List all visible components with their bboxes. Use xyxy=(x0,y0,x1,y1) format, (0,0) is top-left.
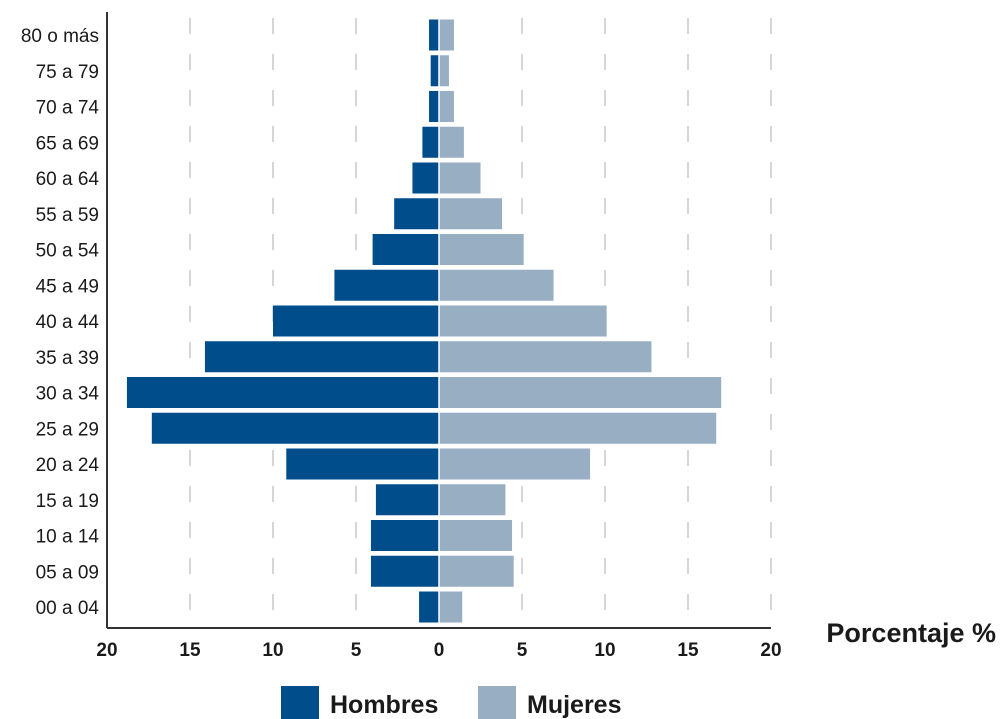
bar-mujeres-55-a-59 xyxy=(439,198,503,230)
bar-hombres-15-a-19 xyxy=(375,484,439,516)
bar-hombres-75-a-79 xyxy=(430,55,439,87)
legend-swatch-hombres xyxy=(281,686,319,719)
bar-hombres-55-a-59 xyxy=(394,198,439,230)
bar-hombres-05-a-09 xyxy=(370,555,439,587)
bar-hombres-80-o-mas xyxy=(429,19,439,51)
category-label-40-a-44: 40 a 44 xyxy=(36,312,100,333)
bar-hombres-00-a-04 xyxy=(419,591,439,623)
bar-hombres-40-a-44 xyxy=(273,305,439,337)
bar-mujeres-40-a-44 xyxy=(439,305,607,337)
category-label-60-a-64: 60 a 64 xyxy=(36,169,100,190)
bar-mujeres-70-a-74 xyxy=(439,91,454,122)
bar-hombres-35-a-39 xyxy=(204,341,439,373)
bar-mujeres-65-a-69 xyxy=(439,126,464,158)
bar-hombres-60-a-64 xyxy=(412,162,439,194)
bar-mujeres-10-a-14 xyxy=(439,520,513,551)
category-label-25-a-29: 25 a 29 xyxy=(36,419,99,440)
bar-mujeres-60-a-64 xyxy=(439,162,481,194)
legend-label-mujeres: Mujeres xyxy=(527,691,621,719)
bar-mujeres-30-a-34 xyxy=(439,377,722,408)
bar-mujeres-35-a-39 xyxy=(439,341,652,373)
legend-label-hombres: Hombres xyxy=(330,691,438,719)
category-label-15-a-19: 15 a 19 xyxy=(36,491,99,512)
axes xyxy=(106,12,771,629)
bar-hombres-65-a-69 xyxy=(422,126,439,158)
category-label-50-a-54: 50 a 54 xyxy=(36,241,100,262)
category-label-65-a-69: 65 a 69 xyxy=(36,133,99,154)
category-label-45-a-49: 45 a 49 xyxy=(36,276,99,297)
bar-mujeres-50-a-54 xyxy=(439,234,524,265)
category-label-35-a-39: 35 a 39 xyxy=(36,348,99,369)
legend: Hombres Mujeres xyxy=(281,686,621,719)
category-labels: 80 o más 75 a 79 70 a 74 65 a 69 60 a 64 55 a… xyxy=(21,26,100,619)
bar-mujeres-75-a-79 xyxy=(439,55,449,87)
bar-hombres-20-a-24 xyxy=(286,448,439,480)
x-tick-label: 15 xyxy=(179,640,201,661)
x-tick-label: 15 xyxy=(677,640,699,661)
category-label-00-a-04: 00 a 04 xyxy=(36,598,100,619)
x-tick-label: 5 xyxy=(351,640,362,661)
x-tick-label: 10 xyxy=(262,640,283,661)
bar-mujeres-05-a-09 xyxy=(439,555,514,587)
category-label-30-a-34: 30 a 34 xyxy=(36,384,100,405)
x-tick-label: 0 xyxy=(434,640,445,661)
bar-mujeres-20-a-24 xyxy=(439,448,591,480)
bar-hombres-50-a-54 xyxy=(372,234,439,265)
bar-hombres-30-a-34 xyxy=(126,377,440,408)
bar-hombres-45-a-49 xyxy=(334,269,439,301)
bar-mujeres-25-a-29 xyxy=(439,412,717,444)
x-tick-label: 20 xyxy=(96,640,117,661)
legend-swatch-mujeres xyxy=(478,686,516,719)
bar-mujeres-00-a-04 xyxy=(439,591,463,623)
category-label-75-a-79: 75 a 79 xyxy=(36,62,99,83)
x-tick-label: 20 xyxy=(760,640,781,661)
category-label-20-a-24: 20 a 24 xyxy=(36,455,100,476)
bars xyxy=(126,18,722,624)
bar-hombres-70-a-74 xyxy=(429,91,439,122)
bar-mujeres-80-o-mas xyxy=(439,19,454,51)
bar-hombres-25-a-29 xyxy=(151,412,439,444)
category-label-80-o-mas: 80 o más xyxy=(21,26,99,47)
category-label-10-a-14: 10 a 14 xyxy=(36,527,100,548)
x-tick-label: 5 xyxy=(517,640,528,661)
category-label-05-a-09: 05 a 09 xyxy=(36,562,99,583)
category-label-55-a-59: 55 a 59 xyxy=(36,205,99,226)
bar-mujeres-45-a-49 xyxy=(439,269,554,301)
bar-hombres-10-a-14 xyxy=(370,520,439,551)
category-label-70-a-74: 70 a 74 xyxy=(36,98,100,119)
bar-mujeres-15-a-19 xyxy=(439,484,506,516)
x-tick-labels: 20 15 10 5 0 5 10 15 20 xyxy=(96,640,781,661)
x-axis-title: Porcentaje % xyxy=(826,618,996,648)
x-tick-label: 10 xyxy=(594,640,615,661)
